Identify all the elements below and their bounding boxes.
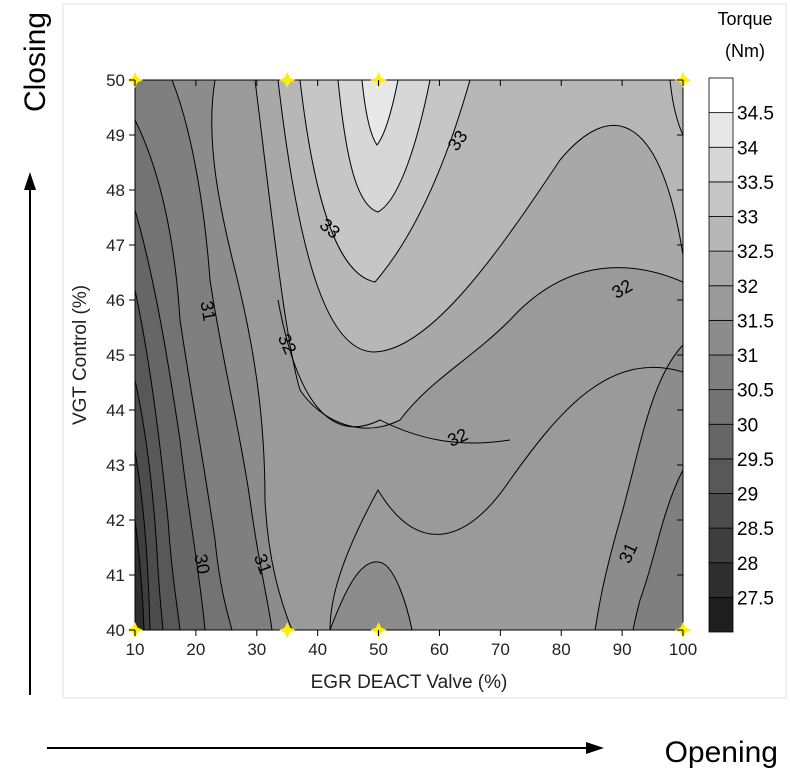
colorbar-level-label: 29 (737, 485, 758, 506)
colorbar-swatch (708, 146, 734, 183)
y-tick-label: 40 (106, 621, 125, 640)
colorbar-title-line2: (Nm) (725, 41, 765, 61)
contour-band (329, 561, 413, 630)
y-tick-label: 48 (106, 181, 125, 200)
contour-band (632, 469, 683, 630)
y-tick-label: 47 (106, 236, 125, 255)
y-tick-label: 41 (106, 566, 125, 585)
horizontal-direction-arrow (47, 742, 604, 754)
colorbar-swatch (708, 527, 734, 564)
colorbar-level-label: 34 (737, 138, 759, 159)
colorbar-level-label: 30.5 (737, 381, 774, 402)
colorbar-swatch (708, 112, 734, 148)
sample-point-marker (279, 72, 296, 88)
colorbar-swatch (708, 493, 734, 529)
x-tick-label: 50 (369, 640, 388, 659)
contour-label: 30 (190, 552, 213, 575)
colorbar-level-label: 31 (737, 346, 758, 367)
y-tick-label: 49 (106, 126, 125, 145)
colorbar-level-label: 32 (737, 277, 758, 298)
x-axis-title: EGR DEACT Valve (%) (311, 672, 508, 693)
colorbar-title-line1: Torque (717, 9, 772, 29)
colorbar-swatch (708, 423, 734, 460)
colorbar-swatch (708, 596, 734, 633)
y-axis: 40 41 42 43 44 45 46 47 48 49 50 (106, 71, 683, 640)
colorbar-swatch (708, 250, 734, 287)
colorbar-level-label: 28.5 (737, 519, 774, 540)
sample-point-marker (279, 622, 296, 638)
y-tick-label: 43 (106, 456, 125, 475)
vertical-direction-arrow (24, 172, 36, 695)
colorbar-level-label: 32.5 (737, 242, 774, 263)
contour-band (329, 366, 683, 630)
colorbar: 27.5 28 28.5 29 29.5 30 30.5 31 31.5 32 32.5 33 33.5… (708, 77, 774, 633)
opening-label: Opening (665, 736, 778, 769)
x-tick-label: 30 (247, 640, 266, 659)
x-tick-label: 20 (186, 640, 205, 659)
colorbar-level-label: 28 (737, 554, 758, 575)
colorbar-swatch (708, 389, 734, 425)
contour-band (277, 299, 511, 444)
colorbar-swatch (708, 77, 734, 114)
contour-surface (135, 80, 683, 630)
colorbar-swatch (708, 319, 734, 356)
y-axis-title: VGT Control (%) (70, 285, 91, 425)
closing-label: Closing (19, 12, 52, 112)
colorbar-swatch (708, 216, 734, 252)
colorbar-level-label: 31.5 (737, 311, 774, 332)
x-tick-label: 100 (669, 640, 697, 659)
colorbar-level-label: 27.5 (737, 588, 774, 609)
y-tick-label: 44 (106, 401, 125, 420)
colorbar-level-label: 33 (737, 208, 758, 229)
colorbar-level-label: 33.5 (737, 173, 774, 194)
contour-band (337, 80, 431, 213)
x-tick-label: 40 (308, 640, 327, 659)
y-tick-label: 42 (106, 511, 125, 530)
x-tick-label: 70 (491, 640, 510, 659)
x-tick-label: 60 (430, 640, 449, 659)
x-tick-label: 10 (126, 640, 145, 659)
colorbar-swatch (708, 285, 734, 321)
x-tick-label: 80 (552, 640, 571, 659)
colorbar-level-label: 29.5 (737, 450, 774, 471)
colorbar-swatch (708, 181, 734, 217)
contour-label: 31 (196, 299, 219, 322)
colorbar-level-label: 34.5 (737, 104, 774, 125)
x-tick-label: 90 (613, 640, 632, 659)
colorbar-swatch (708, 458, 734, 494)
x-axis: 10 20 30 40 50 60 70 80 90 100 (126, 80, 697, 659)
y-tick-label: 45 (106, 346, 125, 365)
colorbar-level-label: 30 (737, 415, 758, 436)
colorbar-swatch (708, 562, 734, 598)
colorbar-swatch (708, 354, 734, 391)
y-tick-label: 46 (106, 291, 125, 310)
y-tick-label: 50 (106, 71, 125, 90)
contour-band (361, 80, 399, 146)
